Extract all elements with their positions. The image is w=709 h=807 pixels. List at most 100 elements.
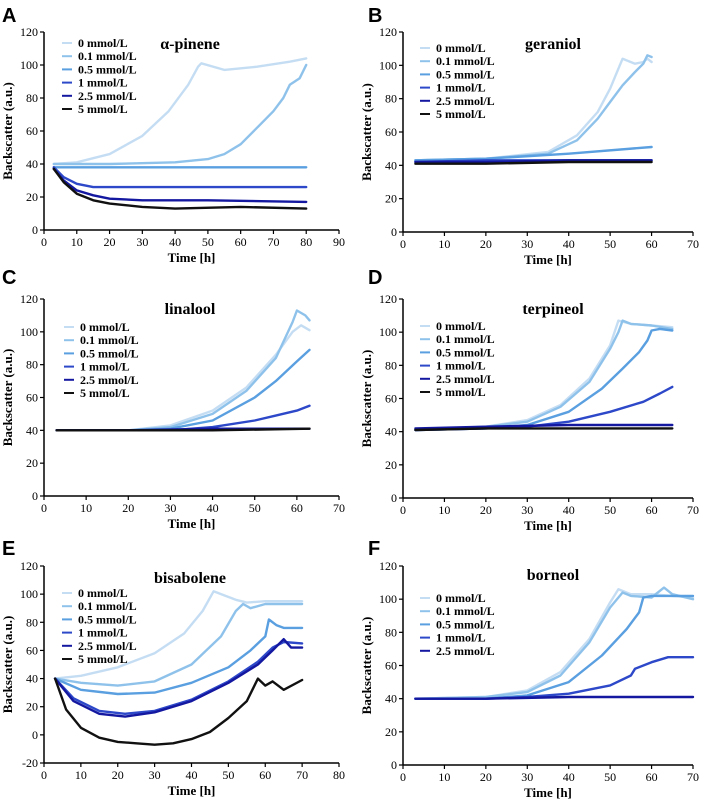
y-tick-label: 60 bbox=[26, 391, 38, 405]
y-tick-label: 80 bbox=[26, 91, 38, 105]
x-axis-label: Time [h] bbox=[524, 252, 572, 267]
x-tick-label: 30 bbox=[521, 770, 533, 784]
y-tick-label: 20 bbox=[26, 190, 38, 204]
y-tick-label: 60 bbox=[385, 125, 397, 139]
y-tick-label: 100 bbox=[20, 58, 38, 72]
legend-label: 0.1 mmol/L bbox=[436, 332, 495, 346]
x-tick-label: 20 bbox=[122, 501, 134, 515]
x-tick-label: 10 bbox=[438, 770, 450, 784]
series-line-5 bbox=[414, 695, 695, 700]
x-axis-label: Time [h] bbox=[168, 516, 216, 531]
y-tick-label: 80 bbox=[385, 625, 397, 639]
series-line-1 bbox=[52, 57, 308, 166]
x-tick-label: 60 bbox=[646, 503, 658, 517]
legend-label: 2.5 mmol/L bbox=[436, 372, 495, 386]
x-tick-label: 40 bbox=[186, 768, 198, 782]
x-tick-label: 60 bbox=[235, 235, 247, 249]
y-tick-label: 40 bbox=[26, 157, 38, 171]
x-tick-label: 70 bbox=[333, 501, 345, 515]
y-tick-label: 20 bbox=[385, 725, 397, 739]
panel-title: geraniol bbox=[525, 36, 582, 53]
series-line-5 bbox=[414, 159, 653, 164]
legend-label: 0.5 mmol/L bbox=[436, 617, 495, 631]
y-axis-label: Backscatter (a.u.) bbox=[0, 82, 15, 180]
legend-label: 0.1 mmol/L bbox=[436, 604, 495, 618]
x-tick-label: 70 bbox=[267, 235, 279, 249]
y-tick-label: 20 bbox=[26, 700, 38, 714]
x-tick-label: 50 bbox=[604, 770, 616, 784]
y-tick-label: 60 bbox=[385, 392, 397, 406]
y-tick-label: 20 bbox=[385, 458, 397, 472]
y-tick-label: 120 bbox=[20, 292, 38, 306]
x-tick-label: 50 bbox=[604, 237, 616, 251]
y-tick-label: 100 bbox=[379, 325, 397, 339]
legend-label: 5 mmol/L bbox=[436, 385, 486, 399]
y-tick-label: 120 bbox=[379, 559, 397, 573]
series-line-3 bbox=[53, 618, 304, 696]
x-tick-label: 60 bbox=[291, 501, 303, 515]
y-tick-label: 0 bbox=[391, 491, 397, 505]
x-tick-label: 20 bbox=[112, 768, 124, 782]
x-tick-label: 0 bbox=[41, 768, 47, 782]
legend-label: 5 mmol/L bbox=[436, 107, 486, 121]
y-tick-label: 60 bbox=[385, 659, 397, 673]
y-tick-label: 20 bbox=[385, 192, 397, 206]
x-tick-label: 70 bbox=[687, 503, 699, 517]
x-tick-label: 40 bbox=[563, 503, 575, 517]
y-tick-label: 120 bbox=[20, 25, 38, 39]
x-tick-label: 70 bbox=[687, 237, 699, 251]
x-tick-label: 40 bbox=[563, 770, 575, 784]
x-tick-label: 0 bbox=[41, 501, 47, 515]
legend-label: 0.5 mmol/L bbox=[80, 346, 139, 360]
x-tick-label: 0 bbox=[400, 770, 406, 784]
y-tick-label: 100 bbox=[20, 325, 38, 339]
panel-letter: B bbox=[368, 5, 382, 27]
y-tick-label: -20 bbox=[22, 756, 38, 770]
x-tick-label: 80 bbox=[300, 235, 312, 249]
x-tick-label: 50 bbox=[222, 768, 234, 782]
x-tick-label: 70 bbox=[687, 770, 699, 784]
panel-letter: E bbox=[2, 538, 15, 560]
x-tick-label: 0 bbox=[400, 237, 406, 251]
legend-label: 1 mmol/L bbox=[436, 631, 486, 645]
y-axis-label: Backscatter (a.u.) bbox=[0, 616, 15, 714]
y-tick-label: 100 bbox=[379, 592, 397, 606]
legend-label: 1 mmol/L bbox=[80, 360, 130, 374]
panel-F: F 0 20 40 60 80 100 120 0 10 20 30 40 50 60 70 Time [h] B… bbox=[359, 538, 699, 800]
panel-letter: D bbox=[368, 267, 382, 289]
x-tick-label: 20 bbox=[104, 235, 116, 249]
panel-D: D 0 20 40 60 80 100 120 0 10 20 30 40 50 60 70 Time [h] B… bbox=[359, 267, 699, 533]
legend-label: 5 mmol/L bbox=[80, 386, 130, 400]
x-tick-label: 0 bbox=[400, 503, 406, 517]
x-tick-label: 30 bbox=[521, 503, 533, 517]
panel-title: linalool bbox=[165, 301, 216, 318]
panel-A: A 0 20 40 60 80 100 120 0 10 20 30 40 50 60 70 80 90 Time … bbox=[0, 5, 345, 265]
legend-label: 0 mmol/L bbox=[78, 36, 128, 50]
panel-letter: F bbox=[368, 538, 380, 560]
series-line-2 bbox=[414, 319, 674, 432]
legend-label: 1 mmol/L bbox=[436, 81, 486, 95]
x-tick-label: 50 bbox=[604, 503, 616, 517]
y-tick-label: 0 bbox=[391, 758, 397, 772]
legend-label: 0 mmol/L bbox=[436, 591, 486, 605]
y-tick-label: 40 bbox=[385, 158, 397, 172]
series-line-4 bbox=[52, 166, 308, 189]
x-axis-label: Time [h] bbox=[524, 518, 572, 533]
y-tick-label: 0 bbox=[32, 489, 38, 503]
y-tick-label: 100 bbox=[379, 58, 397, 72]
x-tick-label: 60 bbox=[646, 770, 658, 784]
panel-title: bisabolene bbox=[154, 570, 226, 587]
y-tick-label: 60 bbox=[26, 643, 38, 657]
y-tick-label: 0 bbox=[32, 728, 38, 742]
x-tick-label: 0 bbox=[41, 235, 47, 249]
y-tick-label: 120 bbox=[379, 25, 397, 39]
y-tick-label: 0 bbox=[32, 223, 38, 237]
series-line-2 bbox=[414, 586, 695, 700]
legend-label: 5 mmol/L bbox=[78, 102, 128, 116]
series-line-6 bbox=[414, 160, 653, 165]
y-tick-label: 60 bbox=[26, 124, 38, 138]
x-tick-label: 60 bbox=[259, 768, 271, 782]
x-tick-label: 30 bbox=[149, 768, 161, 782]
legend-label: 0.1 mmol/L bbox=[80, 333, 139, 347]
